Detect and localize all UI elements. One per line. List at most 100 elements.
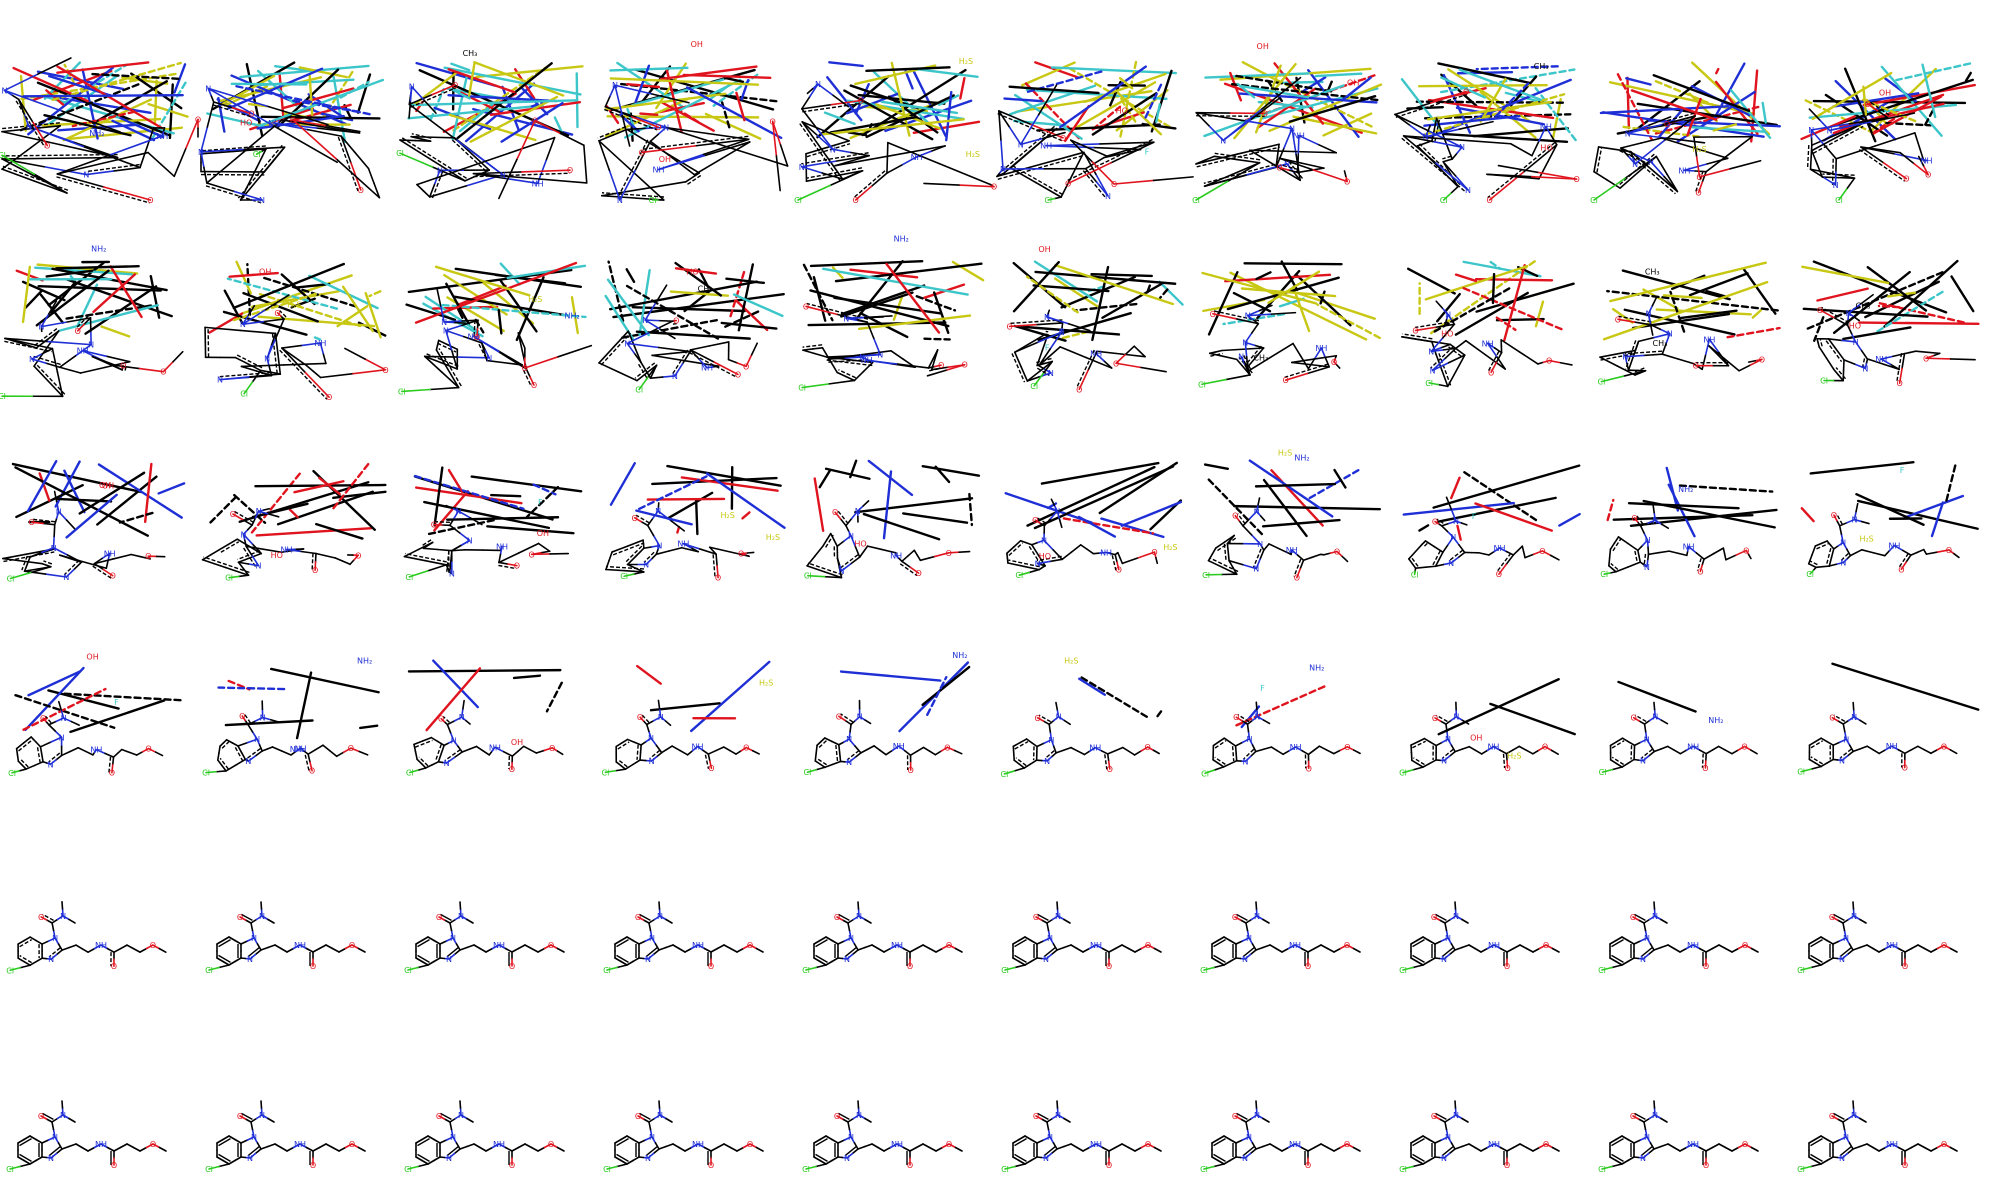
- noise-bond: [1203, 84, 1345, 138]
- atom-label: O: [355, 551, 361, 560]
- bond: [270, 332, 277, 347]
- noise-bond: [1627, 502, 1740, 510]
- noise-bond: [445, 516, 560, 521]
- atom-label: O: [708, 962, 714, 971]
- bond: [56, 1114, 64, 1120]
- double-bond: [417, 954, 430, 964]
- atom-label: N: [1453, 1111, 1459, 1120]
- bond: [1030, 543, 1040, 557]
- bond: [221, 764, 227, 772]
- double-bond: [1666, 112, 1695, 122]
- bond: [1025, 541, 1033, 546]
- bond: [620, 1159, 628, 1165]
- bond: [57, 943, 63, 951]
- bond: [1731, 749, 1740, 755]
- bond: [530, 947, 539, 953]
- bond: [1841, 953, 1849, 960]
- bond: [954, 1146, 963, 1152]
- bond: [1859, 1117, 1867, 1123]
- bond: [1808, 758, 1817, 764]
- noise-bond: [968, 492, 974, 527]
- noise-bond: [27, 66, 115, 136]
- bond: [1410, 741, 1419, 746]
- bond: [30, 736, 37, 743]
- atom-label: N: [1450, 533, 1456, 542]
- bond: [1246, 723, 1250, 733]
- bond: [1095, 1143, 1104, 1149]
- bond: [466, 1117, 474, 1123]
- double-bond: [218, 938, 231, 948]
- bond: [70, 720, 80, 726]
- atom-label: O: [1151, 548, 1157, 557]
- bond: [1712, 547, 1725, 555]
- noise-bond: [1248, 459, 1334, 518]
- atom-label: N: [657, 1111, 663, 1120]
- bond: [459, 946, 468, 951]
- bond: [1807, 562, 1814, 567]
- bond: [1871, 112, 1916, 123]
- bond: [1029, 127, 1058, 152]
- bond: [1477, 551, 1485, 555]
- double-bond: [1810, 954, 1823, 964]
- bond: [251, 929, 255, 939]
- bond: [657, 153, 705, 171]
- bond: [941, 944, 950, 950]
- bond: [657, 510, 672, 522]
- bond: [1089, 746, 1097, 752]
- atom-label: N: [247, 1154, 253, 1163]
- molecule-frame-47: N N N NH O O O Cl: [1194, 798, 1394, 998]
- double-bond: [802, 344, 823, 348]
- double-bond: [417, 1137, 430, 1147]
- bond: [51, 922, 55, 932]
- bond: [648, 918, 656, 924]
- bond: [73, 561, 83, 571]
- bond: [1646, 1136, 1652, 1144]
- bond: [1121, 1143, 1130, 1149]
- molecule-frame-15: N N N NH O O O Cl NH₂: [796, 201, 996, 401]
- bond: [848, 756, 856, 763]
- bond: [903, 749, 912, 757]
- bond: [472, 172, 531, 180]
- bond: [1549, 554, 1560, 561]
- noise-bond: [263, 276, 357, 308]
- bond: [671, 745, 681, 752]
- bond: [1647, 949, 1655, 956]
- atom-label: O: [1145, 941, 1151, 950]
- atom-label: Cl: [1015, 571, 1023, 580]
- bond: [1442, 160, 1457, 177]
- atom-label: O: [1504, 764, 1510, 773]
- bond: [1152, 176, 1194, 182]
- bond: [1899, 151, 1915, 165]
- bond: [1056, 1145, 1065, 1150]
- atom-label: O: [44, 142, 50, 151]
- noise-bond: [250, 472, 301, 534]
- bond: [1246, 1128, 1250, 1138]
- atom-label: O: [1331, 358, 1337, 367]
- bond: [708, 546, 731, 553]
- noise-bond: [626, 82, 661, 89]
- noise-bond: [65, 493, 118, 539]
- double-bond: [1237, 513, 1246, 525]
- bond: [1445, 496, 1453, 511]
- noise-bond: [1433, 285, 1514, 333]
- double-bond: [606, 565, 645, 570]
- atom-label: O: [531, 381, 537, 390]
- bond: [1336, 364, 1341, 369]
- bond: [814, 752, 817, 762]
- bond: [870, 172, 888, 188]
- fragment-label: HO: [1849, 322, 1861, 331]
- noise-bond: [921, 665, 971, 707]
- bond: [1822, 143, 1838, 160]
- atom-label: O: [509, 962, 515, 971]
- bond: [1633, 940, 1642, 945]
- bond: [1107, 760, 1111, 770]
- bond: [1103, 152, 1124, 159]
- bond: [1914, 132, 1921, 148]
- bond: [10, 94, 20, 101]
- double-bond: [1217, 537, 1237, 552]
- bond: [1438, 1118, 1446, 1123]
- bond: [1833, 514, 1838, 522]
